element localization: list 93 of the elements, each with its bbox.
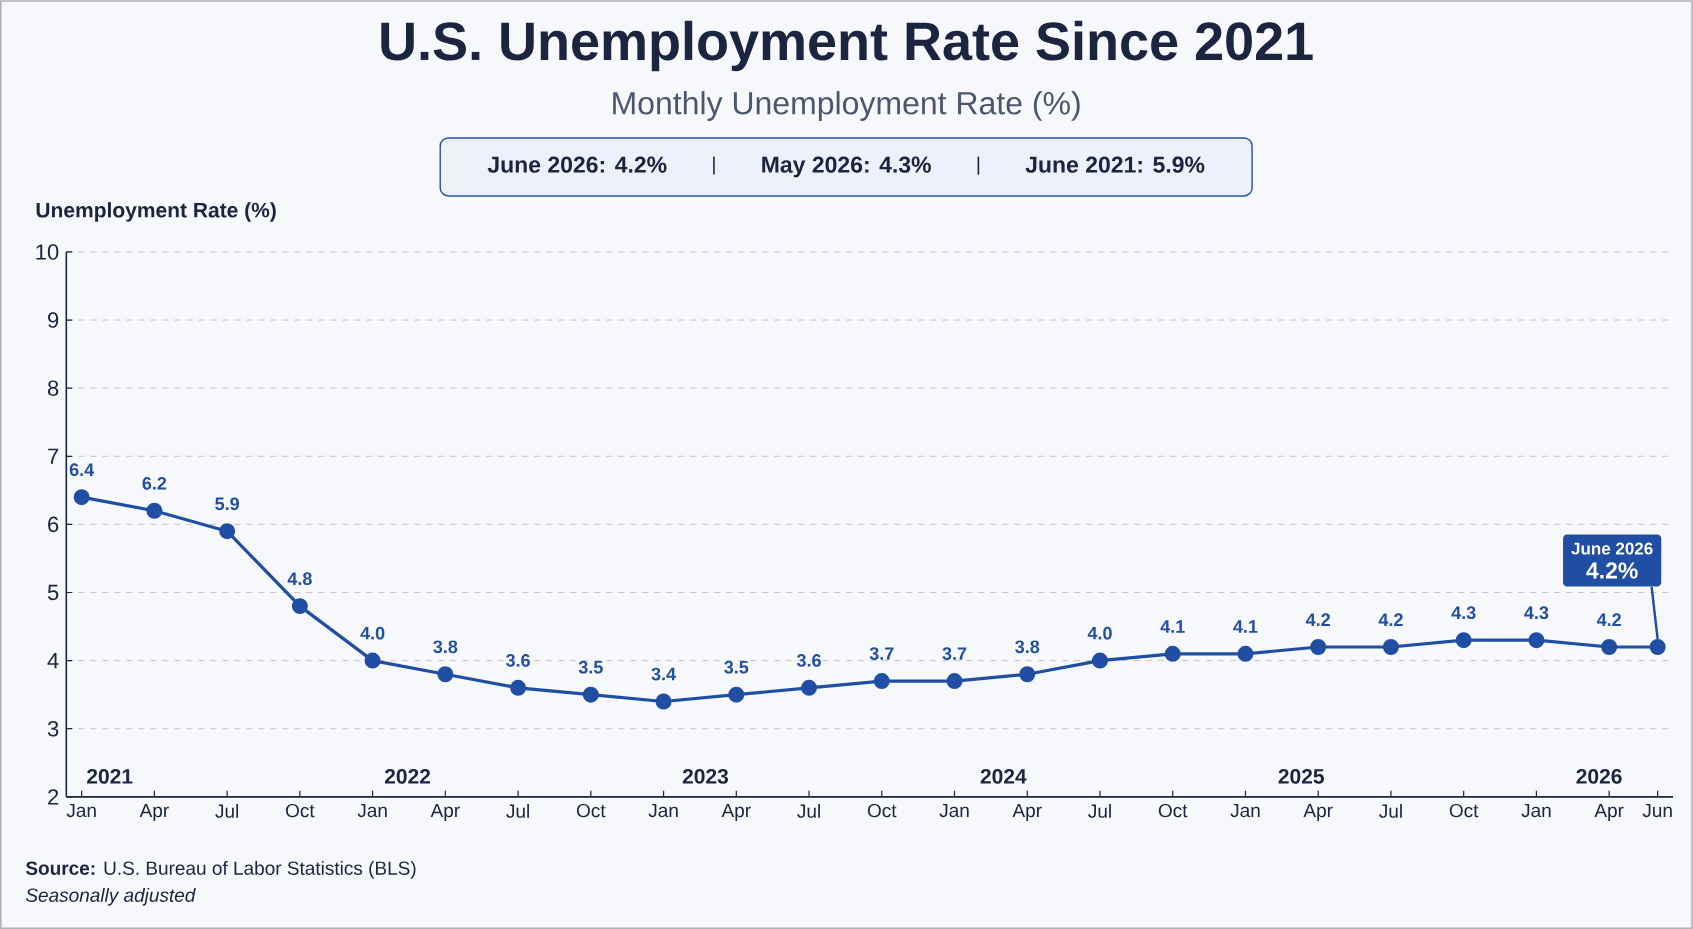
- y-tick-label: 3: [47, 720, 59, 737]
- point: [219, 523, 236, 540]
- x-tick-label: Jul: [1088, 803, 1111, 818]
- data-label: 4.8: [287, 572, 312, 586]
- x-tick-label: Jul: [215, 803, 238, 818]
- data-label: 3.7: [869, 647, 894, 660]
- point: [1382, 638, 1399, 655]
- annotation: 4.2%: [1586, 562, 1638, 579]
- x-tick-label: Oct: [1449, 803, 1479, 818]
- data-label: 6.2: [142, 476, 167, 490]
- point: [1455, 632, 1472, 649]
- y-tick-label: 5: [47, 584, 59, 601]
- data-label: 5.9: [215, 497, 239, 511]
- text: Seasonally adjusted: [25, 887, 196, 906]
- x-tick-label: Jan: [1521, 803, 1551, 818]
- y-tick-label: 10: [36, 244, 59, 260]
- annotation: 2024: [980, 768, 1027, 784]
- data-label: 6.4: [69, 463, 95, 477]
- point: [1528, 632, 1545, 649]
- text: Source: U.S. Bureau of Labor Statistics (BLS): [25, 860, 416, 879]
- data-label: 4.2: [1596, 613, 1621, 626]
- point: [1649, 638, 1666, 655]
- data-label: 4.2: [1305, 613, 1330, 626]
- x-tick-label: Apr: [721, 803, 751, 821]
- x-tick-label: Oct: [867, 803, 897, 818]
- text: June 2026: 4.2%: [487, 156, 667, 173]
- data-label: 4.0: [360, 626, 385, 640]
- point: [1310, 638, 1327, 655]
- data-label: 4.0: [1087, 626, 1112, 640]
- x-tick-label: Jan: [357, 803, 387, 818]
- annotation: 2022: [384, 768, 431, 784]
- data-label: 4.2: [1378, 613, 1403, 626]
- data-label: 3.6: [505, 653, 530, 667]
- data-label: 4.1: [1233, 620, 1258, 633]
- point: [582, 686, 599, 703]
- x-tick-label: Jan: [648, 803, 678, 818]
- y-tick-label: 2: [48, 789, 59, 805]
- data-label: 3.6: [796, 653, 821, 667]
- x-tick-label: Oct: [286, 803, 315, 818]
- y-axis-title: Unemployment Rate (%): [36, 202, 276, 222]
- y-tick-label: 9: [48, 312, 59, 328]
- x-tick-label: Oct: [576, 803, 606, 818]
- x-tick-label: Apr: [1303, 803, 1333, 821]
- annotation: 2023: [682, 768, 729, 784]
- data-label: 3.5: [724, 660, 749, 674]
- data-label: 4.3: [1451, 606, 1476, 620]
- x-tick-label: Jul: [797, 803, 820, 818]
- y-tick-label: 7: [48, 448, 59, 464]
- x-tick-label: Oct: [1158, 803, 1188, 818]
- point: [728, 686, 745, 703]
- point: [1091, 652, 1108, 669]
- x-tick-label: Jul: [1379, 803, 1402, 818]
- point: [1601, 638, 1618, 655]
- data-label: 3.8: [1015, 640, 1040, 654]
- data-label: 3.5: [578, 660, 603, 674]
- x-tick-label: Apr: [1594, 803, 1624, 821]
- data-label: 4.3: [1524, 606, 1549, 620]
- y-tick-label: 8: [47, 380, 59, 396]
- data-label: 3.4: [651, 667, 676, 681]
- point: [510, 679, 527, 696]
- x-tick-label: Jan: [939, 803, 969, 818]
- point: [291, 598, 308, 615]
- point: [73, 489, 90, 506]
- data-label: 4.1: [1160, 620, 1185, 633]
- x-tick-label: Apr: [139, 803, 169, 821]
- annotation: 2025: [1278, 768, 1324, 784]
- annotation: 2021: [87, 768, 133, 784]
- point: [1019, 666, 1036, 683]
- annotation: 2026: [1576, 768, 1622, 784]
- x-tick-label: Jan: [66, 803, 96, 818]
- x-tick-label: Apr: [1012, 803, 1042, 821]
- point: [146, 502, 163, 519]
- x-tick-label: Apr: [430, 803, 460, 821]
- point: [364, 652, 381, 669]
- point: [655, 693, 672, 710]
- point: [946, 673, 963, 689]
- chart-subtitle: Monthly Unemployment Rate (%): [613, 91, 1080, 121]
- text: May 2026: 4.3%: [762, 156, 931, 178]
- point: [873, 673, 890, 689]
- chart-title: U.S. Unemployment Rate Since 2021: [381, 20, 1313, 72]
- annotation: June 2026: [1571, 542, 1653, 555]
- x-tick-label: Jan: [1230, 803, 1260, 818]
- data-label: 3.7: [942, 647, 967, 660]
- point: [801, 679, 818, 696]
- point: [437, 666, 454, 683]
- point: [1164, 645, 1181, 662]
- x-tick-label: Jul: [506, 803, 529, 818]
- text: June 2021: 5.9%: [1025, 156, 1205, 173]
- y-tick-label: 4: [47, 653, 59, 669]
- y-tick-label: 6: [48, 516, 59, 533]
- data-label: 3.8: [433, 640, 458, 654]
- point: [1237, 645, 1254, 662]
- x-tick-label: Jun: [1642, 803, 1672, 818]
